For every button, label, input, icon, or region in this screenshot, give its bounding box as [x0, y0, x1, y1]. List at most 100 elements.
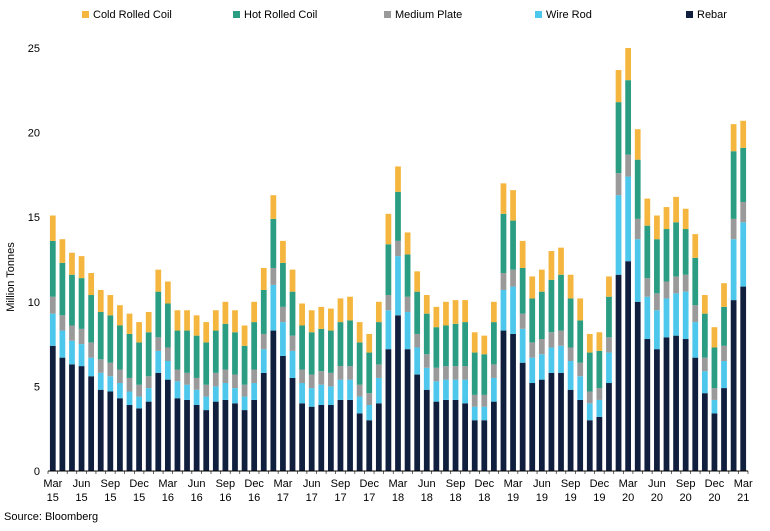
bar-segment-cold-rolled-coil: [500, 183, 507, 214]
bar-segment-cold-rolled-coil: [529, 276, 536, 299]
bar-segment-rebar: [443, 399, 449, 471]
bar-segment-rebar: [174, 398, 181, 471]
bar-segment-medium-plate: [462, 366, 468, 380]
bar-segment-wire-rod: [308, 388, 315, 407]
bar-segment-medium-plate: [423, 354, 430, 368]
bar-segment-hot-rolled-coil: [395, 191, 401, 241]
bar-segment-hot-rolled-coil: [423, 313, 430, 355]
bar-segment-wire-rod: [375, 377, 382, 404]
bar-segment-cold-rolled-coil: [299, 303, 305, 326]
bar-segment-rebar: [347, 399, 353, 471]
bar-segment-wire-rod: [625, 176, 632, 262]
bar-segment-hot-rolled-coil: [567, 298, 574, 348]
bar-segment-cold-rolled-coil: [203, 322, 210, 343]
x-tick-label-year: 15: [133, 492, 145, 504]
bar-segment-wire-rod: [88, 357, 95, 377]
bar-segment-hot-rolled-coil: [337, 322, 344, 367]
x-tick-label-year: 19: [593, 492, 605, 504]
bar-segment-medium-plate: [548, 332, 555, 348]
legend-label-medium-plate: Medium Plate: [395, 9, 462, 21]
legend-swatch-hot-rolled-coil: [233, 11, 240, 18]
y-tick-label: 5: [34, 381, 40, 393]
bar-segment-medium-plate: [529, 342, 536, 358]
bar-segment-cold-rolled-coil: [337, 298, 344, 323]
x-tick-label-month: Dec: [359, 478, 379, 490]
bar-segment-cold-rolled-coil: [510, 190, 516, 221]
bar-segment-medium-plate: [347, 366, 353, 380]
bar-segment-medium-plate: [280, 306, 286, 323]
bar-segment-medium-plate: [481, 394, 488, 407]
bar-segment-hot-rolled-coil: [548, 279, 555, 333]
x-tick-label-month: Mar: [273, 478, 292, 490]
bar-segment-cold-rolled-coil: [519, 240, 526, 268]
bar-segment-wire-rod: [222, 383, 229, 400]
bar-segment-medium-plate: [164, 347, 171, 362]
bar-segment-wire-rod: [606, 352, 612, 384]
x-tick-label-year: 16: [162, 492, 174, 504]
bar-segment-medium-plate: [88, 342, 95, 358]
bar-segment-hot-rolled-coil: [577, 320, 584, 363]
bar-segment-wire-rod: [701, 371, 708, 394]
bar-segment-cold-rolled-coil: [567, 274, 574, 299]
bar-segment-cold-rolled-coil: [212, 310, 219, 331]
bar-segment-hot-rolled-coil: [308, 332, 315, 375]
bar-segment-cold-rolled-coil: [347, 296, 353, 321]
bar-segment-wire-rod: [97, 372, 104, 390]
bar-segment-wire-rod: [414, 347, 421, 375]
bar-segment-wire-rod: [740, 222, 747, 287]
x-tick-label-month: Mar: [43, 478, 62, 490]
bar-segment-wire-rod: [174, 381, 181, 399]
x-tick-label-month: Mar: [734, 478, 753, 490]
bar-segment-medium-plate: [395, 240, 401, 257]
bar-segment-cold-rolled-coil: [606, 276, 612, 297]
bar-segment-cold-rolled-coil: [69, 252, 75, 275]
y-tick-label: 10: [28, 297, 40, 309]
bar-segment-hot-rolled-coil: [740, 147, 747, 202]
bar-segment-rebar: [318, 405, 325, 471]
bar-segment-hot-rolled-coil: [481, 354, 488, 395]
bar-segment-hot-rolled-coil: [251, 322, 258, 370]
bar-segment-hot-rolled-coil: [491, 322, 497, 365]
bar-segment-rebar: [193, 405, 200, 471]
bar-segment-hot-rolled-coil: [145, 332, 152, 377]
bar-segment-hot-rolled-coil: [644, 225, 651, 279]
bar-segment-rebar: [107, 391, 114, 471]
bar-segment-rebar: [644, 339, 651, 471]
bar-segment-medium-plate: [375, 364, 382, 378]
bar-segment-wire-rod: [366, 405, 373, 421]
x-tick-label-year: 19: [507, 492, 519, 504]
bar-segment-cold-rolled-coil: [395, 166, 401, 192]
x-tick-label-month: Dec: [590, 478, 610, 490]
bar-segment-hot-rolled-coil: [558, 274, 564, 331]
bar-segment-wire-rod: [538, 354, 545, 380]
bar-segment-rebar: [299, 403, 305, 471]
bar-segment-medium-plate: [404, 296, 411, 312]
x-tick-label-year: 16: [191, 492, 203, 504]
x-tick-label-year: 16: [248, 492, 260, 504]
bar-segment-medium-plate: [663, 281, 670, 299]
bar-segment-rebar: [155, 372, 162, 471]
bar-segment-wire-rod: [145, 388, 152, 402]
bar-segment-cold-rolled-coil: [308, 310, 315, 333]
bar-segment-hot-rolled-coil: [193, 335, 200, 378]
bar-segment-cold-rolled-coil: [404, 232, 411, 255]
bar-segment-hot-rolled-coil: [414, 291, 421, 334]
bar-segment-medium-plate: [491, 364, 497, 378]
bar-segment-medium-plate: [356, 384, 363, 397]
bar-segment-wire-rod: [328, 386, 334, 406]
bar-segment-cold-rolled-coil: [740, 120, 747, 148]
bar-segment-rebar: [366, 420, 373, 471]
legend: Cold Rolled Coil Hot Rolled Coil Medium Pl…: [82, 9, 727, 21]
bar-segment-medium-plate: [634, 218, 641, 240]
y-tick-label: 25: [28, 43, 40, 55]
bar-segment-cold-rolled-coil: [280, 240, 286, 263]
x-tick-label-month: Dec: [705, 478, 725, 490]
bar-segment-wire-rod: [548, 347, 555, 373]
bar-segment-hot-rolled-coil: [88, 295, 95, 343]
bar-segment-cold-rolled-coil: [164, 281, 171, 304]
bar-segment-rebar: [730, 300, 737, 471]
x-tick-label-year: 15: [75, 492, 87, 504]
bar-segment-rebar: [88, 376, 95, 471]
bar-segment-rebar: [586, 420, 593, 471]
bar-segment-cold-rolled-coil: [471, 332, 478, 353]
